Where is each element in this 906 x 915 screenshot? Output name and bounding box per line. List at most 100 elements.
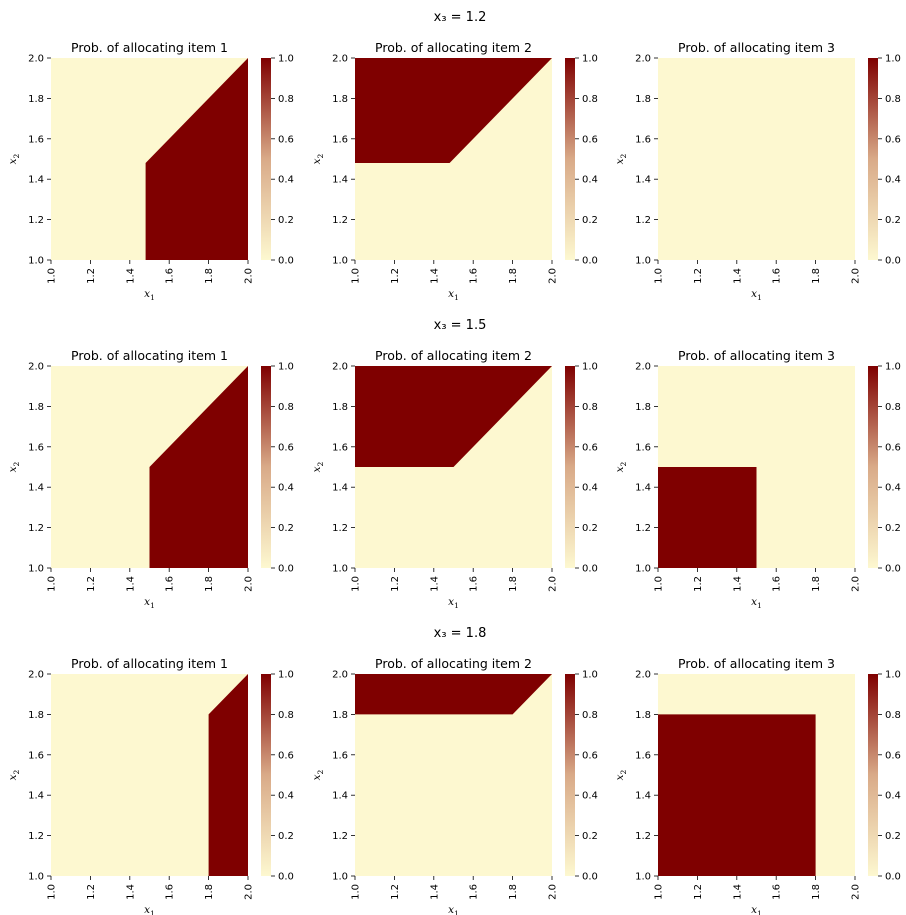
y-axis-label: x2 <box>614 153 628 164</box>
x-axis-label: x1 <box>144 904 155 915</box>
colorbar-tick-label: 0.0 <box>582 564 598 575</box>
colorbar-tick-label: 0.4 <box>582 483 598 494</box>
panel-title: Prob. of allocating item 2 <box>375 348 532 363</box>
colorbar-tick-label: 0.0 <box>278 256 294 267</box>
colorbar-tick-label: 0.8 <box>885 710 901 721</box>
y-tick-label: 1.4 <box>635 483 651 494</box>
x-axis-label: x1 <box>751 596 762 610</box>
colorbar-tick-label: 0.2 <box>278 523 294 534</box>
colorbar-tick-label: 0.2 <box>885 831 901 842</box>
colorbar <box>261 674 271 876</box>
x-tick-label: 1.0 <box>351 268 362 284</box>
x-axis-label: x1 <box>448 904 459 915</box>
colorbar-tick-label: 0.2 <box>885 215 901 226</box>
colorbar-tick-label: 1.0 <box>278 670 294 681</box>
heatmap-panel: Prob. of allocating item 2 1.0 1.2 1.4 1.6 1.… <box>311 656 598 915</box>
x-tick-label: 2.0 <box>851 268 862 284</box>
colorbar-tick-label: 0.8 <box>582 710 598 721</box>
colorbar-tick-label: 0.6 <box>582 442 598 453</box>
y-axis-label: x2 <box>7 153 21 164</box>
x-tick-label: 1.8 <box>204 268 215 284</box>
x-tick-label: 1.6 <box>165 884 176 900</box>
x-tick-label: 1.6 <box>772 576 783 592</box>
x-tick-label: 1.0 <box>654 884 665 900</box>
colorbar <box>565 674 575 876</box>
y-tick-label: 2.0 <box>635 670 651 681</box>
heatmap-panel: Prob. of allocating item 3 1.0 1.2 1.4 1.6 1.… <box>614 348 901 610</box>
colorbar-tick-label: 0.2 <box>278 831 294 842</box>
y-tick-label: 1.4 <box>28 791 44 802</box>
colorbar-tick-label: 0.4 <box>885 791 901 802</box>
x-axis-label: x1 <box>751 904 762 915</box>
y-tick-label: 1.2 <box>332 831 348 842</box>
x-tick-label: 1.0 <box>47 268 58 284</box>
x-tick-label: 2.0 <box>244 268 255 284</box>
y-tick-label: 2.0 <box>635 54 651 65</box>
colorbar-tick-label: 1.0 <box>582 362 598 373</box>
x-tick-label: 1.2 <box>390 268 401 284</box>
x-tick-label: 1.6 <box>469 268 480 284</box>
x-tick-label: 2.0 <box>244 884 255 900</box>
panel-title: Prob. of allocating item 3 <box>678 656 835 671</box>
x-tick-label: 1.4 <box>732 268 743 284</box>
colorbar-tick-label: 0.0 <box>885 256 901 267</box>
x-tick-label: 2.0 <box>548 884 559 900</box>
y-axis-label: x2 <box>614 461 628 472</box>
row-suptitle: x₃ = 1.5 <box>434 318 487 333</box>
y-tick-label: 1.0 <box>332 256 348 267</box>
allocation-region <box>149 366 248 568</box>
x-tick-label: 1.6 <box>165 576 176 592</box>
heatmap-panel: Prob. of allocating item 3 1.0 1.2 1.4 1.6 1.… <box>614 40 901 302</box>
x-axis-label: x1 <box>144 596 155 610</box>
x-tick-label: 1.8 <box>204 576 215 592</box>
x-tick-label: 1.6 <box>469 576 480 592</box>
colorbar <box>868 58 878 260</box>
y-tick-label: 1.6 <box>28 750 44 761</box>
colorbar-tick-label: 0.4 <box>582 791 598 802</box>
y-tick-label: 2.0 <box>28 670 44 681</box>
x-tick-label: 1.0 <box>351 576 362 592</box>
y-tick-label: 1.4 <box>28 483 44 494</box>
colorbar-tick-label: 0.2 <box>582 831 598 842</box>
x-tick-label: 1.4 <box>125 884 136 900</box>
y-tick-label: 1.6 <box>635 442 651 453</box>
x-tick-label: 1.8 <box>811 884 822 900</box>
x-tick-label: 1.2 <box>693 884 704 900</box>
colorbar-tick-label: 0.0 <box>278 872 294 883</box>
panel-title: Prob. of allocating item 1 <box>71 656 228 671</box>
colorbar-tick-label: 0.0 <box>885 872 901 883</box>
colorbar-tick-label: 0.4 <box>278 175 294 186</box>
colorbar <box>868 366 878 568</box>
y-tick-label: 1.2 <box>635 523 651 534</box>
colorbar-tick-label: 0.4 <box>278 483 294 494</box>
colorbar-tick-label: 0.8 <box>582 94 598 105</box>
colorbar-tick-label: 0.2 <box>582 523 598 534</box>
x-tick-label: 2.0 <box>244 576 255 592</box>
x-tick-label: 1.4 <box>125 268 136 284</box>
row-suptitle: x₃ = 1.2 <box>434 10 487 25</box>
y-tick-label: 1.6 <box>332 442 348 453</box>
x-tick-label: 1.4 <box>125 576 136 592</box>
colorbar <box>261 58 271 260</box>
y-tick-label: 1.2 <box>635 215 651 226</box>
colorbar-tick-label: 0.6 <box>582 750 598 761</box>
y-tick-label: 1.2 <box>28 215 44 226</box>
x-tick-label: 1.4 <box>732 884 743 900</box>
y-tick-label: 1.2 <box>332 215 348 226</box>
y-tick-label: 1.6 <box>332 750 348 761</box>
heatmap-panel: Prob. of allocating item 2 1.0 1.2 1.4 1.6 1.… <box>311 348 598 610</box>
y-tick-label: 1.0 <box>635 564 651 575</box>
heatmap-panel: Prob. of allocating item 1 1.0 1.2 1.4 1.6 1.… <box>7 656 294 915</box>
x-tick-label: 1.8 <box>204 884 215 900</box>
colorbar-tick-label: 0.0 <box>278 564 294 575</box>
y-tick-label: 1.4 <box>332 791 348 802</box>
colorbar-tick-label: 0.6 <box>278 442 294 453</box>
colorbar-tick-label: 0.6 <box>885 750 901 761</box>
colorbar-tick-label: 1.0 <box>278 54 294 65</box>
panel-title: Prob. of allocating item 1 <box>71 40 228 55</box>
x-axis-label: x1 <box>751 288 762 302</box>
x-tick-label: 2.0 <box>548 268 559 284</box>
y-tick-label: 1.8 <box>28 402 44 413</box>
x-tick-label: 1.8 <box>508 268 519 284</box>
y-axis-label: x2 <box>7 769 21 780</box>
